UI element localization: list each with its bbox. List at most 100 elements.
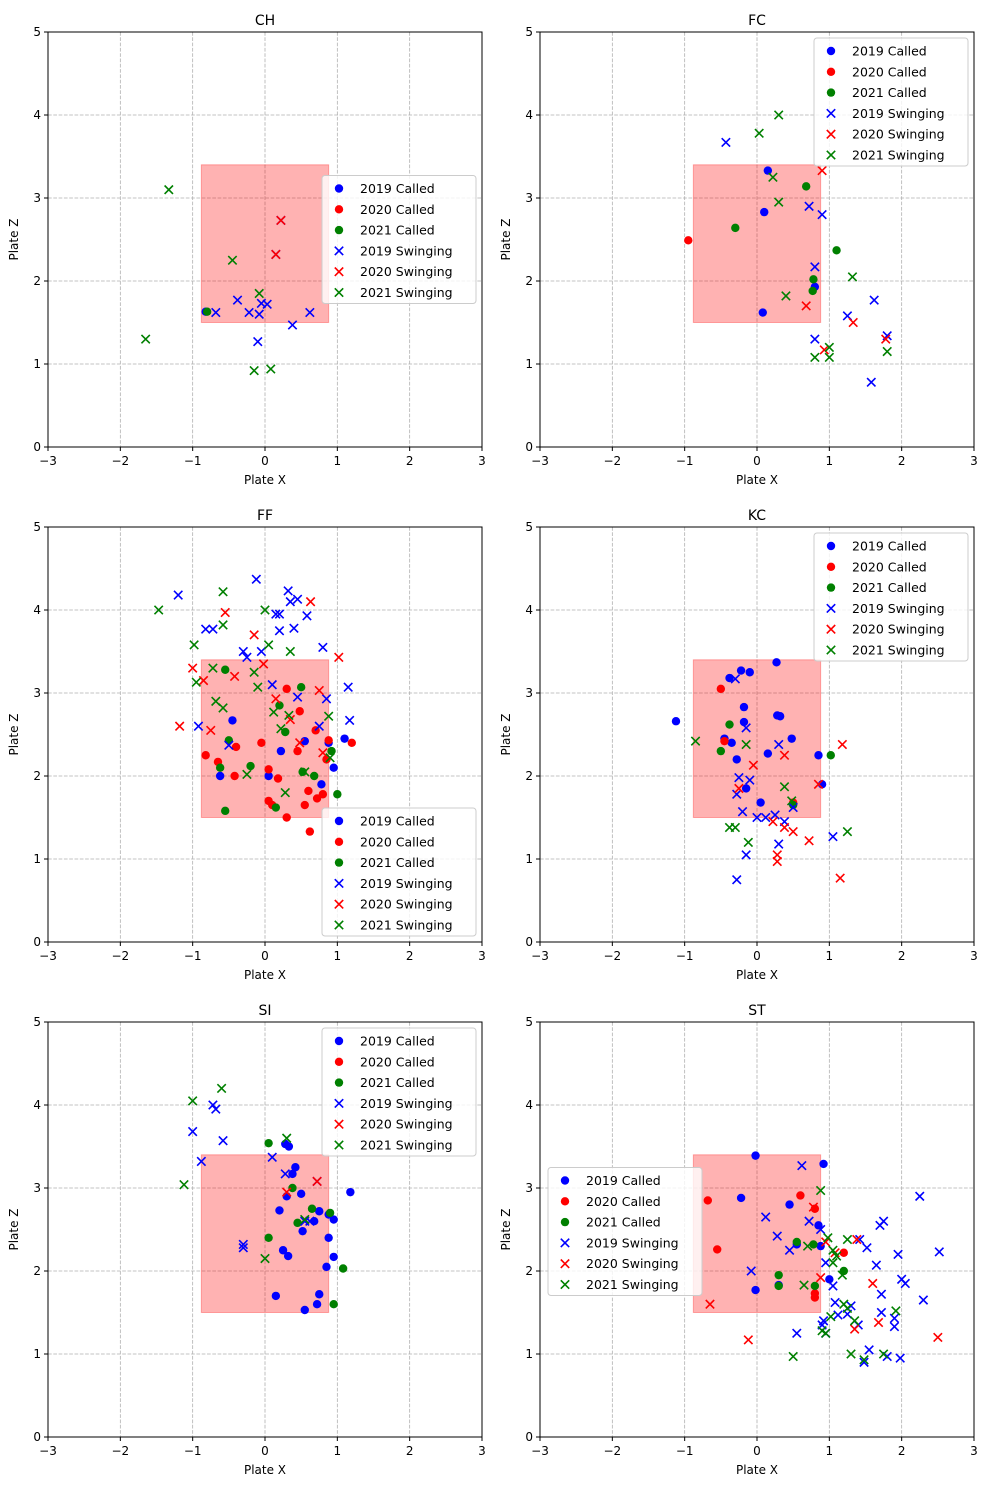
point-2021-swinging	[802, 1241, 813, 1251]
point-2019-swinging	[238, 1239, 249, 1250]
x-tick-label: 0	[753, 949, 761, 963]
legend-marker-2021-called	[334, 858, 344, 867]
x-tick-label: −1	[676, 454, 694, 468]
x-tick-label: −1	[184, 1444, 202, 1458]
point-2021-called	[264, 1233, 273, 1243]
chart-title: CH	[255, 13, 275, 29]
point-2021-swinging	[828, 1257, 838, 1268]
point-2021-swinging	[216, 1083, 227, 1094]
point-2021-swinging	[828, 1245, 838, 1256]
point-2019-swinging	[797, 1160, 807, 1171]
data-points	[140, 184, 315, 376]
point-2019-swinging	[734, 772, 744, 783]
point-2021-swinging	[254, 288, 264, 299]
point-2019-swinging	[934, 1247, 945, 1257]
point-2021-swinging	[266, 364, 276, 374]
point-2019-swinging	[760, 812, 771, 823]
point-2019-swinging	[200, 624, 211, 634]
legend-box	[321, 1027, 477, 1157]
point-2019-swinging	[784, 1245, 795, 1256]
point-2019-swinging	[173, 590, 183, 600]
point-2020-swinging	[819, 345, 830, 355]
point-2019-swinging	[900, 1278, 911, 1289]
point-2021-called	[774, 1281, 783, 1291]
point-2019-swinging	[820, 1257, 831, 1268]
point-2021-swinging	[280, 787, 291, 798]
point-2019-called	[763, 166, 773, 175]
legend-marker-2021-swinging	[334, 287, 344, 298]
point-2021-called	[839, 1266, 848, 1276]
point-2020-swinging	[334, 652, 344, 663]
y-tick-label: 2	[33, 1264, 41, 1278]
point-2021-called	[809, 1240, 818, 1249]
point-2021-swinging	[281, 1133, 292, 1143]
legend-marker-2021-called	[826, 88, 836, 97]
point-2021-swinging	[878, 1349, 889, 1359]
point-2021-swinging	[263, 640, 274, 650]
point-2021-called	[271, 803, 281, 812]
point-2019-called	[322, 1262, 331, 1272]
point-2019-swinging	[804, 201, 814, 212]
point-2021-swinging	[824, 352, 835, 363]
point-2020-swinging	[271, 249, 281, 260]
y-tick-label: 5	[33, 1015, 41, 1029]
point-2021-swinging	[842, 1303, 853, 1314]
legend-marker-2020-swinging	[826, 129, 836, 139]
point-2021-called	[725, 720, 734, 729]
chart-title: SI	[258, 1003, 271, 1019]
x-tick-label: −1	[184, 454, 202, 468]
point-2020-swinging	[867, 1278, 878, 1289]
point-2019-called	[787, 734, 796, 743]
data-points	[671, 658, 853, 885]
legend-label-2019-swinging: 2019 Swinging	[852, 601, 945, 616]
point-2019-swinging	[760, 1212, 771, 1222]
legend-label-2021-called: 2021 Called	[360, 855, 435, 870]
point-2020-called	[201, 751, 210, 760]
point-2019-swinging	[253, 336, 263, 347]
point-2019-swinging	[302, 611, 312, 621]
x-tick-label: 3	[478, 949, 486, 963]
point-2019-called	[276, 746, 286, 756]
point-2020-swinging	[318, 747, 328, 758]
point-2019-swinging	[232, 295, 243, 305]
point-2019-swinging	[817, 209, 827, 220]
point-2021-swinging	[218, 586, 228, 597]
legend-marker-2019-swinging	[826, 108, 836, 119]
x-tick-label: 1	[334, 454, 342, 468]
point-2020-swinging	[801, 301, 811, 311]
point-2019-swinging	[274, 609, 285, 619]
point-2020-swinging	[748, 760, 759, 770]
point-2020-swinging	[788, 826, 798, 837]
point-2020-swinging	[174, 721, 185, 731]
point-2019-called	[300, 1305, 309, 1315]
point-2021-called	[296, 682, 306, 692]
x-tick-label: 0	[753, 1444, 761, 1458]
legend-label-2021-swinging: 2021 Swinging	[360, 918, 453, 933]
x-tick-label: 2	[406, 1444, 414, 1458]
point-2020-swinging	[205, 725, 216, 736]
point-2019-swinging	[292, 692, 303, 702]
point-2019-swinging	[889, 1313, 900, 1324]
point-2019-swinging	[292, 594, 303, 604]
point-2021-swinging	[859, 1355, 869, 1365]
legend-marker-2019-swinging	[334, 246, 344, 256]
y-tick-label: 5	[525, 520, 533, 534]
legend-box	[321, 175, 477, 304]
point-2021-swinging	[842, 1234, 853, 1245]
point-2020-called	[264, 765, 273, 774]
legend: 2019 Called 2020 Called 2021 Called 2019 Sw…	[321, 1027, 477, 1157]
point-2020-swinging	[772, 856, 783, 867]
point-2021-called	[810, 1281, 820, 1291]
legend-label-2020-called: 2020 Called	[360, 834, 435, 849]
point-2020-called	[257, 738, 266, 747]
point-2021-called	[215, 763, 225, 772]
point-2019-called	[264, 771, 273, 781]
y-tick-label: 4	[525, 603, 533, 617]
point-2020-swinging	[312, 1176, 322, 1187]
point-2019-called	[309, 1217, 319, 1226]
legend-marker-2021-swinging	[826, 150, 836, 160]
y-tick-label: 1	[525, 1347, 533, 1361]
point-2019-swinging	[889, 1321, 900, 1332]
point-2019-called	[736, 666, 746, 675]
